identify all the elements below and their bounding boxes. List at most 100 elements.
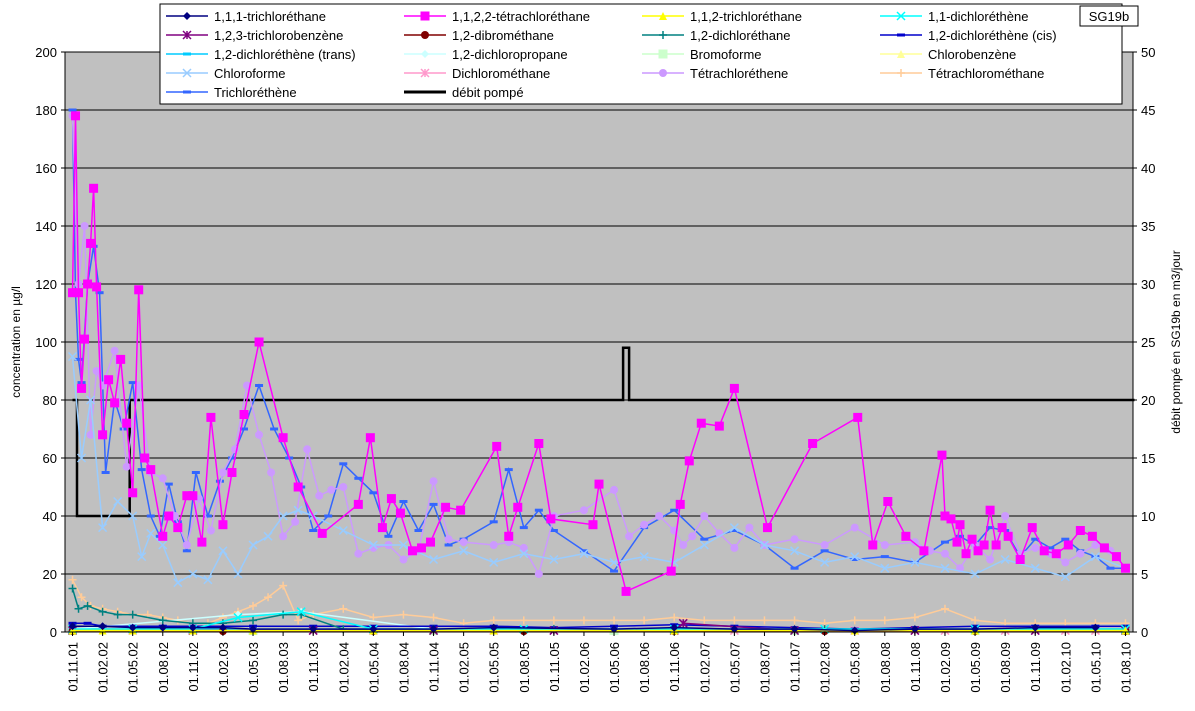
x-tick-label: 01.02.02 (96, 642, 111, 693)
data-point (534, 570, 543, 578)
legend-box (159, 3, 1123, 105)
y2-tick-label: 25 (1141, 335, 1155, 350)
data-point (639, 552, 649, 562)
data-point (158, 616, 167, 625)
data-point (240, 427, 249, 431)
data-point (86, 238, 96, 248)
data-point (489, 541, 498, 549)
data-point (489, 520, 498, 524)
data-point (122, 462, 131, 471)
data-point (164, 511, 174, 521)
data-point (421, 50, 429, 58)
data-point (610, 616, 619, 625)
data-point (1090, 552, 1100, 562)
data-point (1075, 526, 1085, 535)
y2-tick-label: 20 (1141, 393, 1155, 408)
y2-axis-title: débit pompé en SG19b en m3/jour (1169, 250, 1183, 433)
data-point (492, 441, 502, 451)
data-point (249, 625, 258, 634)
data-point (296, 607, 306, 617)
y-tick-label: 40 (43, 509, 57, 524)
data-point (254, 337, 264, 347)
x-tick-label: 01.11.07 (788, 642, 803, 692)
data-point (395, 508, 405, 518)
data-point (1063, 540, 1073, 550)
data-point (444, 535, 453, 544)
data-point (1106, 566, 1115, 570)
data-point (880, 541, 889, 549)
data-point (128, 610, 137, 619)
data-point (140, 453, 150, 463)
data-point (429, 625, 438, 634)
data-point (68, 584, 77, 593)
x-tick-label: 01.11.05 (547, 642, 562, 692)
legend-item: Trichloréthène (166, 85, 297, 100)
legend-item: 1,1,2-trichloréthane (642, 9, 802, 24)
data-point (519, 543, 528, 552)
data-point (146, 465, 156, 475)
legend-item: Tétrachlorométhane (880, 66, 1044, 81)
data-point (98, 626, 107, 635)
data-point (68, 626, 77, 635)
data-point (441, 502, 451, 512)
data-point (182, 30, 192, 40)
legend-item: débit pompé (404, 85, 524, 100)
data-point (1027, 523, 1037, 533)
data-point (67, 351, 78, 362)
legend-label: 1,1,1-trichloréthane (214, 9, 326, 24)
x-tick-label: 01.02.05 (457, 642, 472, 693)
x-tick-label: 01.11.01 (66, 642, 81, 692)
data-point (215, 479, 224, 483)
data-point (853, 412, 863, 422)
data-point (640, 520, 649, 529)
x-tick-label: 01.08.10 (1118, 642, 1133, 693)
data-point (248, 540, 258, 550)
data-point (218, 468, 227, 477)
data-point (897, 50, 905, 58)
data-point (546, 514, 556, 524)
data-point (183, 52, 191, 56)
data-point (128, 623, 137, 632)
data-point (986, 555, 995, 564)
data-point (961, 549, 971, 559)
y-tick-label: 80 (43, 393, 57, 408)
data-point (1046, 546, 1055, 550)
data-point (369, 625, 378, 634)
data-point (263, 531, 273, 541)
data-point (134, 381, 143, 390)
data-point (489, 616, 498, 625)
data-point (519, 526, 528, 530)
data-point (134, 285, 144, 295)
data-point (339, 604, 348, 613)
data-point (971, 625, 980, 634)
data-point (278, 433, 288, 443)
y2-tick-label: 5 (1141, 567, 1148, 582)
data-point (868, 540, 878, 550)
data-point (369, 491, 378, 495)
data-point (270, 427, 279, 431)
legend-label: 1,2-dibrométhane (452, 28, 554, 43)
data-point (104, 375, 114, 385)
data-point (386, 494, 396, 504)
data-point (233, 612, 243, 623)
data-point (940, 540, 949, 544)
x-tick-label: 01.08.05 (517, 642, 532, 693)
data-point (790, 625, 799, 634)
data-point (659, 69, 667, 77)
data-point (365, 433, 375, 443)
data-point (86, 430, 95, 439)
data-point (339, 462, 348, 466)
legend-label: 1,1,2,2-tétrachloréthane (452, 9, 590, 24)
legend-label: Trichloréthène (214, 85, 297, 100)
data-point (384, 534, 393, 538)
y-axis-title: concentration en µg/l (9, 286, 23, 398)
data-point (249, 616, 258, 625)
data-point (986, 526, 995, 530)
data-point (609, 557, 619, 567)
data-point (730, 616, 739, 625)
data-point (197, 537, 207, 547)
data-point (1039, 546, 1049, 556)
x-tick-label: 01.05.09 (968, 642, 983, 693)
data-point (218, 623, 227, 632)
data-point (970, 569, 980, 579)
